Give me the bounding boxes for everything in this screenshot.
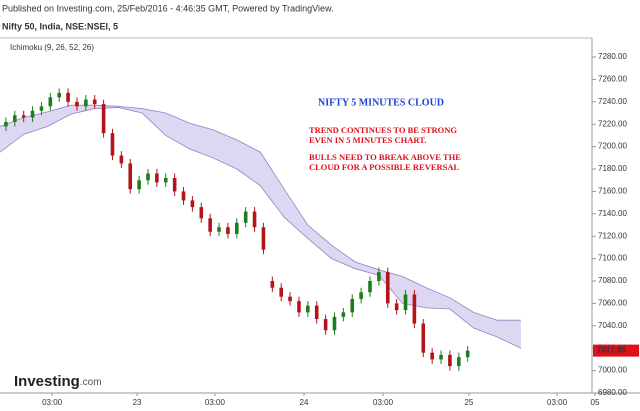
candle-body (84, 99, 88, 107)
candle-body (323, 319, 328, 331)
candle-body (350, 298, 355, 313)
candle-body (21, 115, 26, 118)
candle-body (359, 292, 363, 299)
candle-body (30, 110, 35, 118)
candle-body (172, 177, 177, 192)
candle-body (4, 121, 8, 127)
candle-body (439, 354, 443, 360)
indicator-label: Ichimoku (9, 26, 52, 26) (10, 43, 94, 52)
x-tick-label: 03:00 (205, 398, 226, 407)
y-tick-label: 7220.00 (598, 119, 627, 128)
candle-body (465, 350, 470, 358)
y-tick-label: 7060.00 (598, 299, 627, 308)
candle-body (226, 227, 230, 234)
logo: Investing.com (14, 373, 102, 390)
x-tick-label: 03:00 (547, 398, 568, 407)
candle-body (368, 281, 372, 293)
candle-body (341, 312, 346, 317)
y-tick-label: 7080.00 (598, 276, 627, 285)
y-tick-label: 7280.00 (598, 52, 627, 61)
candle-body (110, 133, 115, 156)
candle-body (314, 305, 319, 320)
candle-body (297, 301, 301, 313)
candle-body (181, 191, 186, 201)
y-tick-label: 7140.00 (598, 209, 627, 218)
logo-name: Investing (14, 373, 80, 390)
candle-body (288, 296, 292, 302)
candle-body (128, 163, 133, 190)
candle-body (190, 200, 195, 208)
candle-body (448, 354, 452, 367)
candle-body (332, 316, 337, 331)
y-tick-label: 7120.00 (598, 231, 627, 240)
candle-body (217, 227, 221, 232)
candle-body (163, 177, 168, 183)
candle-body (243, 211, 248, 223)
y-tick-label: 6980.00 (598, 388, 627, 397)
y-tick-label: 7000.00 (598, 366, 627, 375)
candle-body (48, 97, 53, 107)
x-tick-label: 23 (133, 398, 142, 407)
candle-body (101, 104, 106, 134)
candle-body (306, 305, 310, 313)
candle-body (403, 294, 408, 311)
cloud-fill (0, 105, 521, 349)
x-tick-label: 03:00 (42, 398, 63, 407)
candle-body (155, 173, 159, 183)
y-tick-label: 7240.00 (598, 97, 627, 106)
y-tick-label: 7180.00 (598, 164, 627, 173)
candle-body (208, 218, 212, 232)
last-price-tag (593, 344, 639, 357)
candle-body (199, 207, 204, 219)
candle-body (279, 287, 283, 297)
candle-body (430, 352, 434, 360)
annotation: EVEN IN 5 MINUTES CHART. (309, 135, 426, 145)
candle-body (75, 101, 79, 107)
annotation: NIFTY 5 MINUTES CLOUD (318, 97, 444, 108)
candle-body (137, 180, 141, 190)
x-tick-label: 24 (300, 398, 309, 407)
candle-body (13, 115, 17, 122)
y-tick-label: 7040.00 (598, 321, 627, 330)
logo-suffix: .com (80, 377, 102, 388)
candle-body (235, 222, 239, 234)
y-tick-label: 7160.00 (598, 187, 627, 196)
y-tick-label: 7200.00 (598, 142, 627, 151)
candle-body (66, 92, 70, 102)
candle-body (385, 272, 390, 304)
candle-body (412, 294, 417, 324)
chart-title: Published on Investing.com, 25/Feb/2016 … (2, 3, 334, 13)
candle-body (146, 173, 150, 181)
last-price-label: 7017.85 (597, 346, 626, 355)
candle-body (252, 211, 257, 228)
x-tick-label: 25 (464, 398, 473, 407)
candle-body (377, 272, 381, 282)
y-tick-label: 7260.00 (598, 75, 627, 84)
candle-body (92, 99, 97, 105)
candle-body (39, 106, 44, 111)
y-tick-label: 7100.00 (598, 254, 627, 263)
candle-body (457, 357, 461, 367)
annotation: CLOUD FOR A POSSIBLE REVERSAL (309, 162, 460, 172)
candle-body (421, 323, 426, 353)
cloud-line (0, 107, 522, 349)
annotation: TREND CONTINUES TO BE STRONG (309, 125, 457, 135)
candle-body (394, 303, 399, 311)
candle-body (119, 155, 124, 164)
chart-subtitle: Nifty 50, India, NSE:NSEI, 5 (2, 21, 118, 31)
candle-body (270, 281, 275, 288)
candle-body (261, 227, 266, 250)
candle-body (57, 92, 61, 98)
x-tick-label: 05 (591, 398, 600, 407)
annotation: BULLS NEED TO BREAK ABOVE THE (309, 152, 461, 162)
x-tick-label: 03:00 (373, 398, 394, 407)
